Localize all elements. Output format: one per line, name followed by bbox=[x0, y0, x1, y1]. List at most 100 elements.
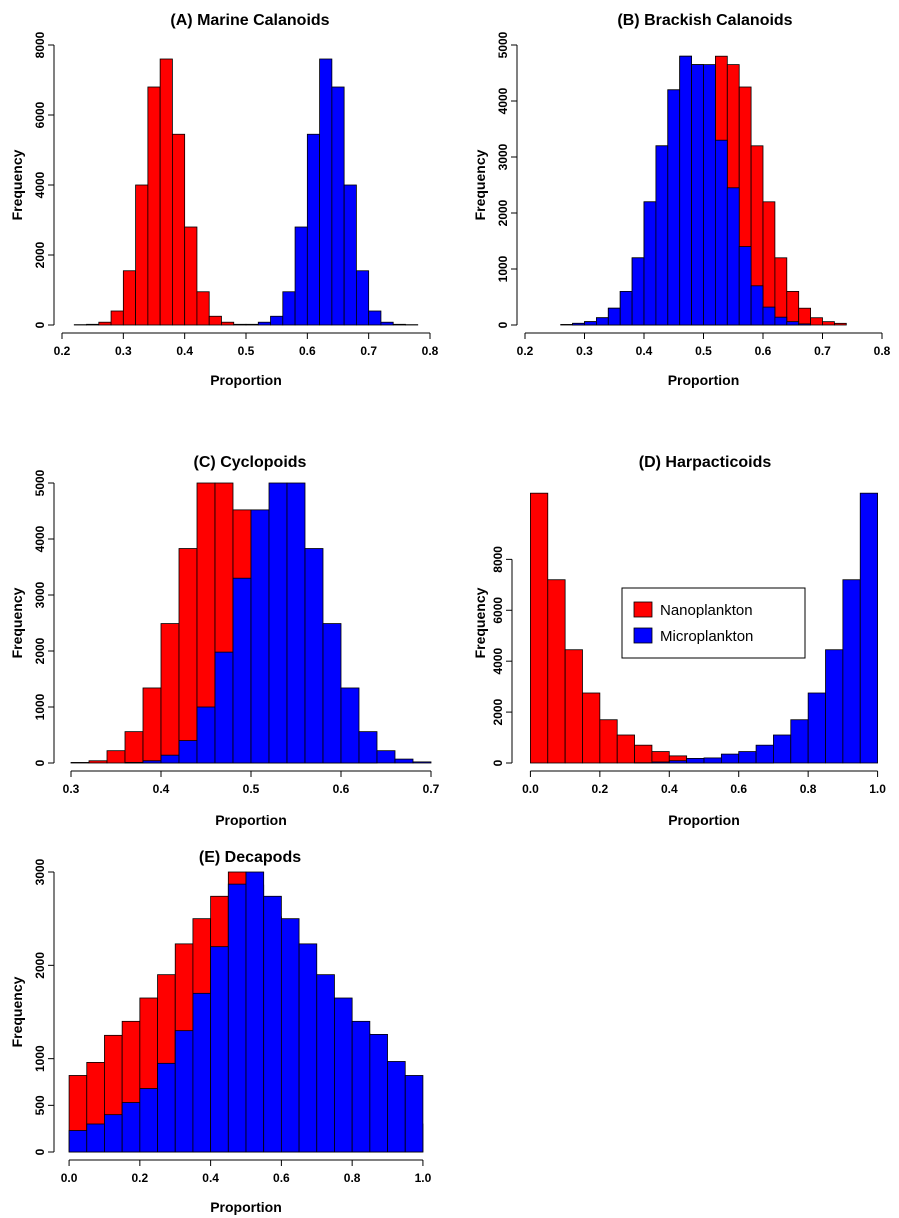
bar-microplankton bbox=[351, 1020, 371, 1153]
histogram-panel-1: 0.2 0.3 0.4 0.5 0.6 0.7 0.8 0 2000 4000 6000 8000 (A… bbox=[9, 12, 439, 388]
y-tick-label: 0 bbox=[496, 321, 510, 328]
bar-microplankton bbox=[263, 895, 282, 1153]
bar-microplankton bbox=[643, 201, 657, 326]
y-tick-label: 0 bbox=[33, 759, 47, 766]
bar-microplankton bbox=[825, 649, 844, 764]
y-tick-label: 5000 bbox=[33, 469, 47, 496]
bar-nanoplankton bbox=[122, 270, 137, 326]
bar-microplankton bbox=[86, 1123, 105, 1153]
histogram-panel-4: 0.0 0.2 0.4 0.6 0.8 1.0 0 2000 4000 6000 8000 (D) H… bbox=[472, 454, 886, 828]
x-tick-label: 0.3 bbox=[115, 344, 132, 358]
y-tick-label: 3000 bbox=[496, 143, 510, 170]
bar-microplankton bbox=[720, 753, 740, 764]
bar-microplankton bbox=[726, 187, 740, 326]
x-tick-label: 0.5 bbox=[695, 344, 712, 358]
x-axis-label: Proportion bbox=[215, 812, 287, 828]
bar-microplankton bbox=[355, 270, 370, 326]
y-tick-label: 8000 bbox=[33, 31, 47, 58]
legend-swatch-microplankton bbox=[633, 627, 653, 644]
bar-microplankton bbox=[178, 740, 198, 764]
y-tick-label: 5000 bbox=[496, 31, 510, 58]
y-tick-label: 4000 bbox=[33, 171, 47, 198]
bar-nanoplankton bbox=[86, 323, 100, 326]
bar-nanoplankton bbox=[530, 492, 549, 764]
y-axis-label: Frequency bbox=[472, 149, 488, 220]
bar-microplankton bbox=[631, 257, 645, 326]
y-tick-label: 0 bbox=[33, 321, 47, 328]
legend-label-nanoplankton: Nanoplankton bbox=[660, 602, 753, 619]
x-tick-label: 0.7 bbox=[360, 344, 377, 358]
bar-microplankton bbox=[584, 321, 597, 326]
x-axis-label: Proportion bbox=[210, 372, 282, 388]
bar-microplankton bbox=[157, 1062, 176, 1153]
x-tick-label: 0.8 bbox=[874, 344, 891, 358]
bar-microplankton bbox=[104, 1114, 123, 1153]
bar-microplankton bbox=[160, 754, 180, 764]
x-tick-label: 0.6 bbox=[333, 782, 350, 796]
histogram-panel-2: 0.2 0.3 0.4 0.5 0.6 0.7 0.8 0 1000 2000 3000 4000 50… bbox=[472, 12, 891, 388]
x-axis-label: Proportion bbox=[668, 812, 740, 828]
bar-nanoplankton bbox=[106, 750, 126, 764]
bar-microplankton bbox=[762, 306, 776, 326]
bar-nanoplankton bbox=[651, 751, 670, 764]
bar-microplankton bbox=[667, 89, 681, 326]
bar-microplankton bbox=[786, 321, 800, 326]
y-tick-label: 3000 bbox=[33, 858, 47, 885]
bar-microplankton bbox=[607, 307, 621, 326]
bar-microplankton bbox=[174, 1030, 194, 1153]
bar-nanoplankton bbox=[160, 623, 180, 764]
x-tick-label: 0.4 bbox=[202, 1171, 219, 1185]
bar-nanoplankton bbox=[233, 323, 247, 326]
bar-microplankton bbox=[773, 734, 792, 764]
bar-microplankton bbox=[192, 992, 212, 1153]
series-microplankton bbox=[245, 58, 419, 326]
bar-microplankton bbox=[668, 760, 688, 764]
bar-nanoplankton bbox=[196, 291, 210, 326]
bar-nanoplankton bbox=[634, 744, 653, 764]
y-tick-label: 1000 bbox=[33, 1045, 47, 1072]
bar-microplankton bbox=[774, 316, 788, 326]
bar-nanoplankton bbox=[208, 315, 222, 326]
y-tick-label: 6000 bbox=[33, 101, 47, 128]
bar-microplankton bbox=[651, 761, 670, 764]
bar-nanoplankton bbox=[147, 86, 161, 326]
bar-microplankton bbox=[280, 918, 300, 1153]
bar-nanoplankton bbox=[762, 201, 776, 326]
bar-microplankton bbox=[334, 997, 353, 1153]
bar-nanoplankton bbox=[178, 548, 198, 764]
histogram-panel-5: 0.0 0.2 0.4 0.6 0.8 1.0 0 500 1000 2000 3000 (E) De… bbox=[9, 849, 432, 1215]
bar-microplankton bbox=[124, 762, 144, 764]
x-tick-label: 0.6 bbox=[730, 782, 747, 796]
x-tick-label: 0.2 bbox=[132, 1171, 149, 1185]
bar-nanoplankton bbox=[547, 579, 566, 764]
bar-microplankton bbox=[304, 548, 324, 764]
chart-title: (C) Cyclopoids bbox=[194, 454, 307, 471]
x-tick-label: 0.2 bbox=[54, 344, 71, 358]
bar-microplankton bbox=[738, 751, 757, 764]
bar-microplankton bbox=[842, 579, 861, 764]
bar-microplankton bbox=[282, 291, 296, 326]
x-tick-label: 0.6 bbox=[273, 1171, 290, 1185]
bar-microplankton bbox=[807, 692, 826, 764]
bar-nanoplankton bbox=[786, 290, 800, 326]
bar-nanoplankton bbox=[564, 649, 583, 764]
x-tick-label: 0.2 bbox=[592, 782, 609, 796]
bar-nanoplankton bbox=[110, 310, 124, 326]
bar-microplankton bbox=[755, 744, 774, 764]
x-tick-label: 0.5 bbox=[243, 782, 260, 796]
bar-microplankton bbox=[596, 317, 609, 326]
bar-microplankton bbox=[268, 482, 288, 764]
series-microplankton bbox=[68, 871, 424, 1153]
y-tick-label: 0 bbox=[33, 1148, 47, 1155]
y-tick-label: 1000 bbox=[496, 255, 510, 282]
bar-microplankton bbox=[322, 623, 342, 764]
y-tick-label: 2000 bbox=[33, 241, 47, 268]
y-tick-label: 4000 bbox=[491, 648, 505, 675]
bar-microplankton bbox=[245, 323, 259, 326]
x-tick-label: 0.0 bbox=[61, 1171, 78, 1185]
series-nanoplankton bbox=[73, 58, 247, 326]
y-tick-label: 4000 bbox=[33, 525, 47, 552]
bar-nanoplankton bbox=[798, 307, 812, 326]
legend-label-microplankton: Microplankton bbox=[660, 628, 753, 645]
